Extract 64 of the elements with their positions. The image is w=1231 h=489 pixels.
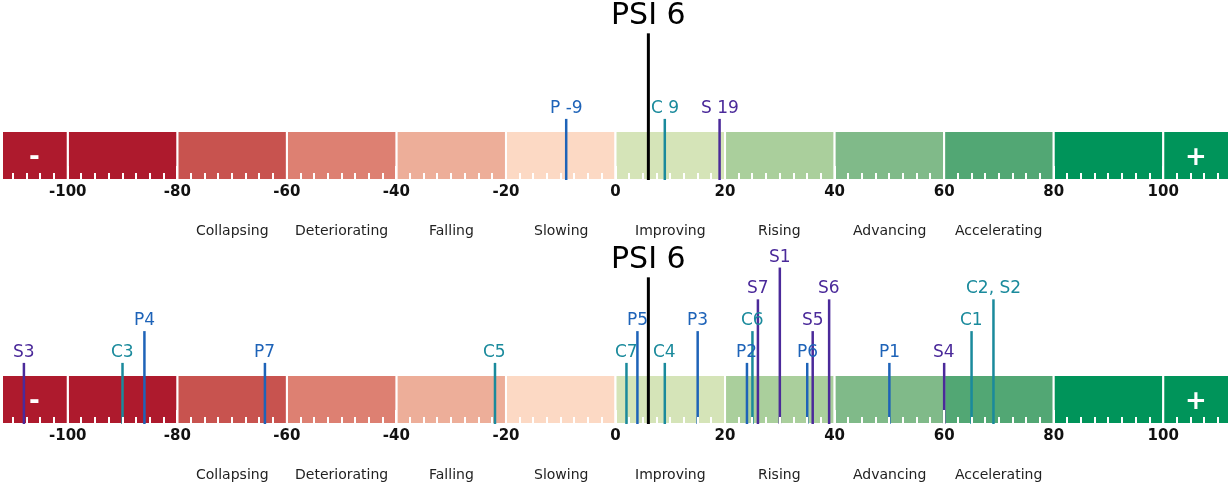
x-tick-label: 20 <box>714 426 736 444</box>
ref-line-label: S4 <box>933 341 955 361</box>
x-tick-label: 0 <box>610 182 621 200</box>
x-tick-label: 60 <box>933 426 955 444</box>
text: Improving <box>635 222 706 238</box>
ref-line-label: C2, S2 <box>966 277 1022 297</box>
text: Deteriorating <box>295 222 389 238</box>
x-tick-label: -20 <box>492 182 520 200</box>
ref-line-label: C 9 <box>651 97 680 117</box>
ref-line-label: PSI 6 <box>611 240 686 275</box>
ref-line-label: C5 <box>483 341 506 361</box>
ref-line-label: S7 <box>747 277 769 297</box>
ref-line-label: P1 <box>879 341 901 361</box>
x-tick-label: 40 <box>824 182 846 200</box>
x-tick-label: -100 <box>48 182 87 200</box>
x-tick-label: -60 <box>273 182 301 200</box>
text: Advancing <box>853 466 927 482</box>
text: Collapsing <box>196 466 269 482</box>
text: Collapsing <box>196 222 269 238</box>
ref-line-label: S6 <box>818 277 840 297</box>
text: Accelerating <box>955 466 1043 482</box>
x-tick-label: -80 <box>163 182 191 200</box>
series-label: - <box>29 385 40 415</box>
text: Falling <box>429 222 474 238</box>
x-tick-label: 20 <box>714 182 736 200</box>
ref-line-label: C7 <box>615 341 638 361</box>
text: Advancing <box>853 222 927 238</box>
x-tick-label: 80 <box>1043 426 1065 444</box>
ref-line-label: C1 <box>960 309 983 329</box>
x-tick-label: 100 <box>1147 182 1179 200</box>
x-tick-label: 60 <box>933 182 955 200</box>
ref-line-label: S1 <box>769 246 791 266</box>
series-label: + <box>1185 141 1207 171</box>
x-tick-label: -20 <box>492 426 520 444</box>
ref-line-label: C4 <box>653 341 676 361</box>
text: Accelerating <box>955 222 1043 238</box>
x-tick-label: 40 <box>824 426 846 444</box>
x-tick-label: -40 <box>382 426 410 444</box>
ref-line-label: P3 <box>687 309 709 329</box>
text: Slowing <box>534 222 589 238</box>
x-tick-label: 80 <box>1043 182 1065 200</box>
x-tick-label: 100 <box>1147 426 1179 444</box>
x-tick-label: -100 <box>48 426 87 444</box>
x-tick-label: -80 <box>163 426 191 444</box>
ref-line-label: P5 <box>627 309 649 329</box>
text: Improving <box>635 466 706 482</box>
ref-line-label: S 19 <box>701 97 739 117</box>
text: Slowing <box>534 466 589 482</box>
series-label: + <box>1185 385 1207 415</box>
ref-line-label: P -9 <box>550 97 583 117</box>
ref-line-label: P4 <box>134 309 156 329</box>
x-tick-label: 0 <box>610 426 621 444</box>
ref-line-label: S3 <box>13 341 35 361</box>
text: Rising <box>758 222 801 238</box>
ref-line-label: C3 <box>111 341 134 361</box>
text: Rising <box>758 466 801 482</box>
ref-line-label: P7 <box>254 341 276 361</box>
x-tick-label: -60 <box>273 426 301 444</box>
x-tick-label: -40 <box>382 182 410 200</box>
text: Falling <box>429 466 474 482</box>
ref-line-label: PSI 6 <box>611 0 686 31</box>
series-label: - <box>29 141 40 171</box>
text: Deteriorating <box>295 466 389 482</box>
ref-line-label: S5 <box>802 309 824 329</box>
